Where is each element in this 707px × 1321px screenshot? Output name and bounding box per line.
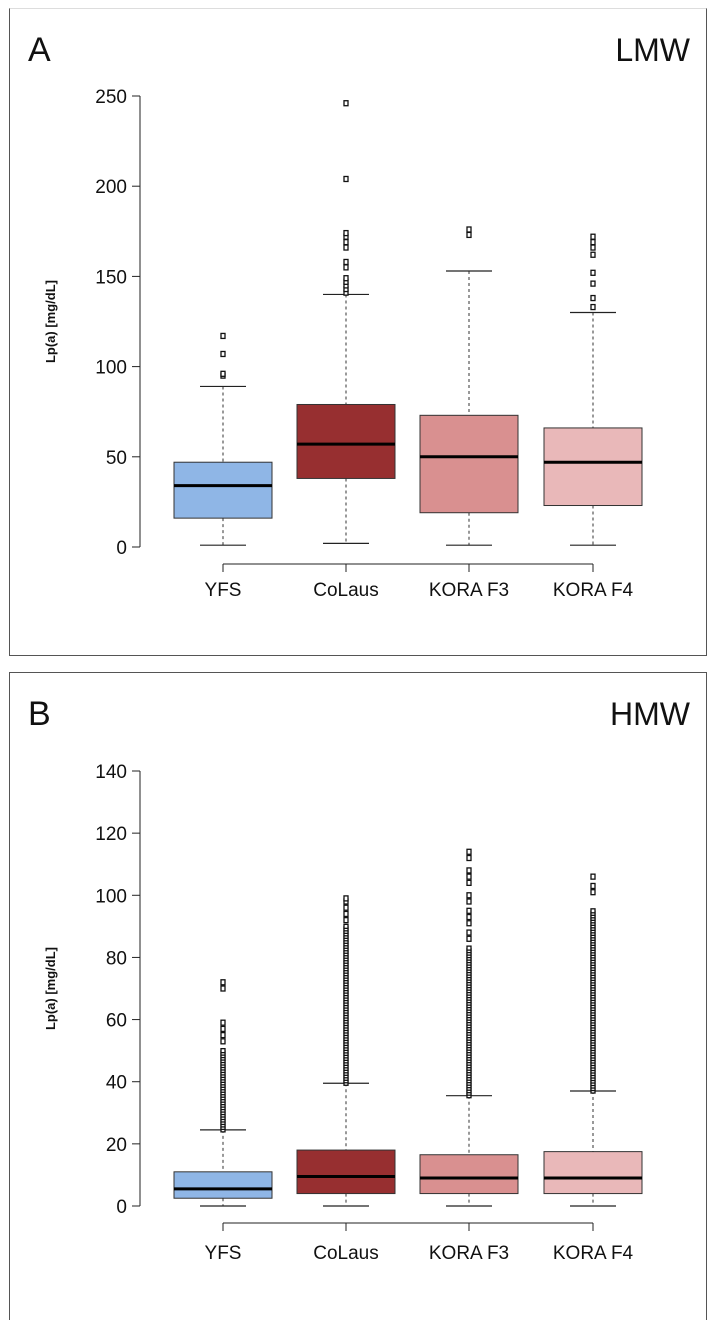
box-group-1 <box>296 100 396 544</box>
iqr-box <box>419 414 519 514</box>
outlier-point <box>343 100 349 107</box>
outlier-point <box>466 935 472 942</box>
outlier-point <box>220 985 226 992</box>
x-tick-label: YFS <box>205 580 242 601</box>
outlier-point <box>220 332 226 340</box>
chart-title: LMW <box>615 32 690 68</box>
outlier-point <box>343 904 349 911</box>
outlier-point <box>466 945 472 951</box>
outlier-point <box>220 350 226 358</box>
box-group-3 <box>543 873 643 1207</box>
box-group-1 <box>296 895 396 1207</box>
box-group-2 <box>419 848 519 1207</box>
x-tick-label: CoLaus <box>313 1243 379 1264</box>
outlier-point <box>466 920 472 927</box>
outlier-point <box>466 854 472 862</box>
outlier-point <box>343 910 349 918</box>
outlier-point <box>343 916 349 924</box>
y-tick-label: 50 <box>106 448 127 469</box>
outlier-point <box>220 1038 226 1045</box>
y-axis-label: Lp(a) [mg/dL] <box>43 947 58 1030</box>
chart-a-svg: A LMW Lp(a) [mg/dL] 0 50 100 150 200 250 YFS CoLau… <box>28 31 691 601</box>
chart-b-svg: B HMW Lp(a) [mg/dL] 0 20 40 60 80 100 120 140 YFS Co… <box>28 695 691 1264</box>
outlier-point <box>590 233 596 240</box>
y-tick-label: 140 <box>95 762 127 783</box>
y-tick-label: 0 <box>116 1197 127 1218</box>
iqr-box <box>543 427 643 507</box>
x-tick-label: KORA F4 <box>553 580 634 601</box>
iqr-box <box>543 1151 643 1195</box>
y-tick-label: 100 <box>95 886 127 907</box>
x-tick-label: KORA F3 <box>429 1243 509 1264</box>
y-tick-label: 0 <box>116 538 127 559</box>
outlier-point <box>466 879 472 887</box>
outlier-point <box>466 231 472 239</box>
outlier-point <box>466 873 472 880</box>
outlier-point <box>590 908 596 914</box>
x-tick-label: CoLaus <box>313 580 379 601</box>
outlier-point <box>343 258 349 266</box>
y-tick-label: 200 <box>95 177 127 198</box>
x-tick-label: KORA F4 <box>553 1243 634 1264</box>
y-tick-label: 100 <box>95 358 127 379</box>
box-group-0 <box>173 979 273 1207</box>
outlier-point <box>343 264 349 271</box>
panel-a: A LMW Lp(a) [mg/dL] 0 50 100 150 200 250 YFS CoLau… <box>9 8 707 656</box>
outlier-point <box>466 226 472 233</box>
y-tick-label: 120 <box>95 824 127 845</box>
outlier-point <box>343 923 349 930</box>
outlier-point <box>466 848 472 855</box>
iqr-box <box>296 403 396 479</box>
outlier-point <box>590 882 596 890</box>
iqr-box <box>296 1149 396 1195</box>
outlier-point <box>220 1047 226 1054</box>
box-group-2 <box>419 226 519 546</box>
outlier-point <box>466 892 472 899</box>
outlier-point <box>590 269 596 276</box>
outlier-point <box>466 898 472 905</box>
outlier-point <box>220 979 226 986</box>
outlier-point <box>590 280 596 287</box>
outlier-point <box>343 238 349 246</box>
x-tick-label: KORA F3 <box>429 580 509 601</box>
panel-letter: A <box>28 31 51 69</box>
outlier-point <box>220 1025 226 1033</box>
y-tick-label: 20 <box>106 1135 127 1156</box>
box-group-3 <box>543 233 643 546</box>
outlier-point <box>466 929 472 936</box>
iqr-box <box>173 1171 273 1199</box>
y-tick-label: 150 <box>95 267 127 288</box>
panel-b: B HMW Lp(a) [mg/dL] 0 20 40 60 80 100 120 140 YFS Co… <box>9 672 707 1320</box>
outlier-point <box>466 907 472 914</box>
outlier-point <box>590 294 596 302</box>
outlier-point <box>220 370 226 377</box>
outlier-point <box>343 244 349 251</box>
y-tick-label: 60 <box>106 1011 127 1032</box>
outlier-point <box>590 238 596 246</box>
outlier-point <box>590 873 596 880</box>
outlier-point <box>466 867 472 874</box>
y-tick-label: 40 <box>106 1073 127 1094</box>
x-tick-label: YFS <box>205 1243 242 1264</box>
iqr-box <box>419 1154 519 1195</box>
panel-letter: B <box>28 695 51 733</box>
outlier-point <box>343 275 349 282</box>
outlier-point <box>343 229 349 237</box>
outlier-point <box>220 1031 226 1039</box>
outlier-point <box>590 889 596 896</box>
iqr-box <box>173 461 273 519</box>
y-tick-label: 80 <box>106 948 127 969</box>
outlier-point <box>343 175 349 183</box>
y-tick-label: 250 <box>95 87 127 108</box>
outlier-point <box>590 244 596 251</box>
outlier-point <box>590 303 596 311</box>
y-axis-label: Lp(a) [mg/dL] <box>43 280 58 363</box>
outlier-point <box>343 895 349 902</box>
outlier-point <box>220 1019 226 1026</box>
outlier-point <box>466 913 472 921</box>
box-group-0 <box>173 332 273 546</box>
outlier-point <box>590 251 596 258</box>
chart-title: HMW <box>610 696 691 732</box>
